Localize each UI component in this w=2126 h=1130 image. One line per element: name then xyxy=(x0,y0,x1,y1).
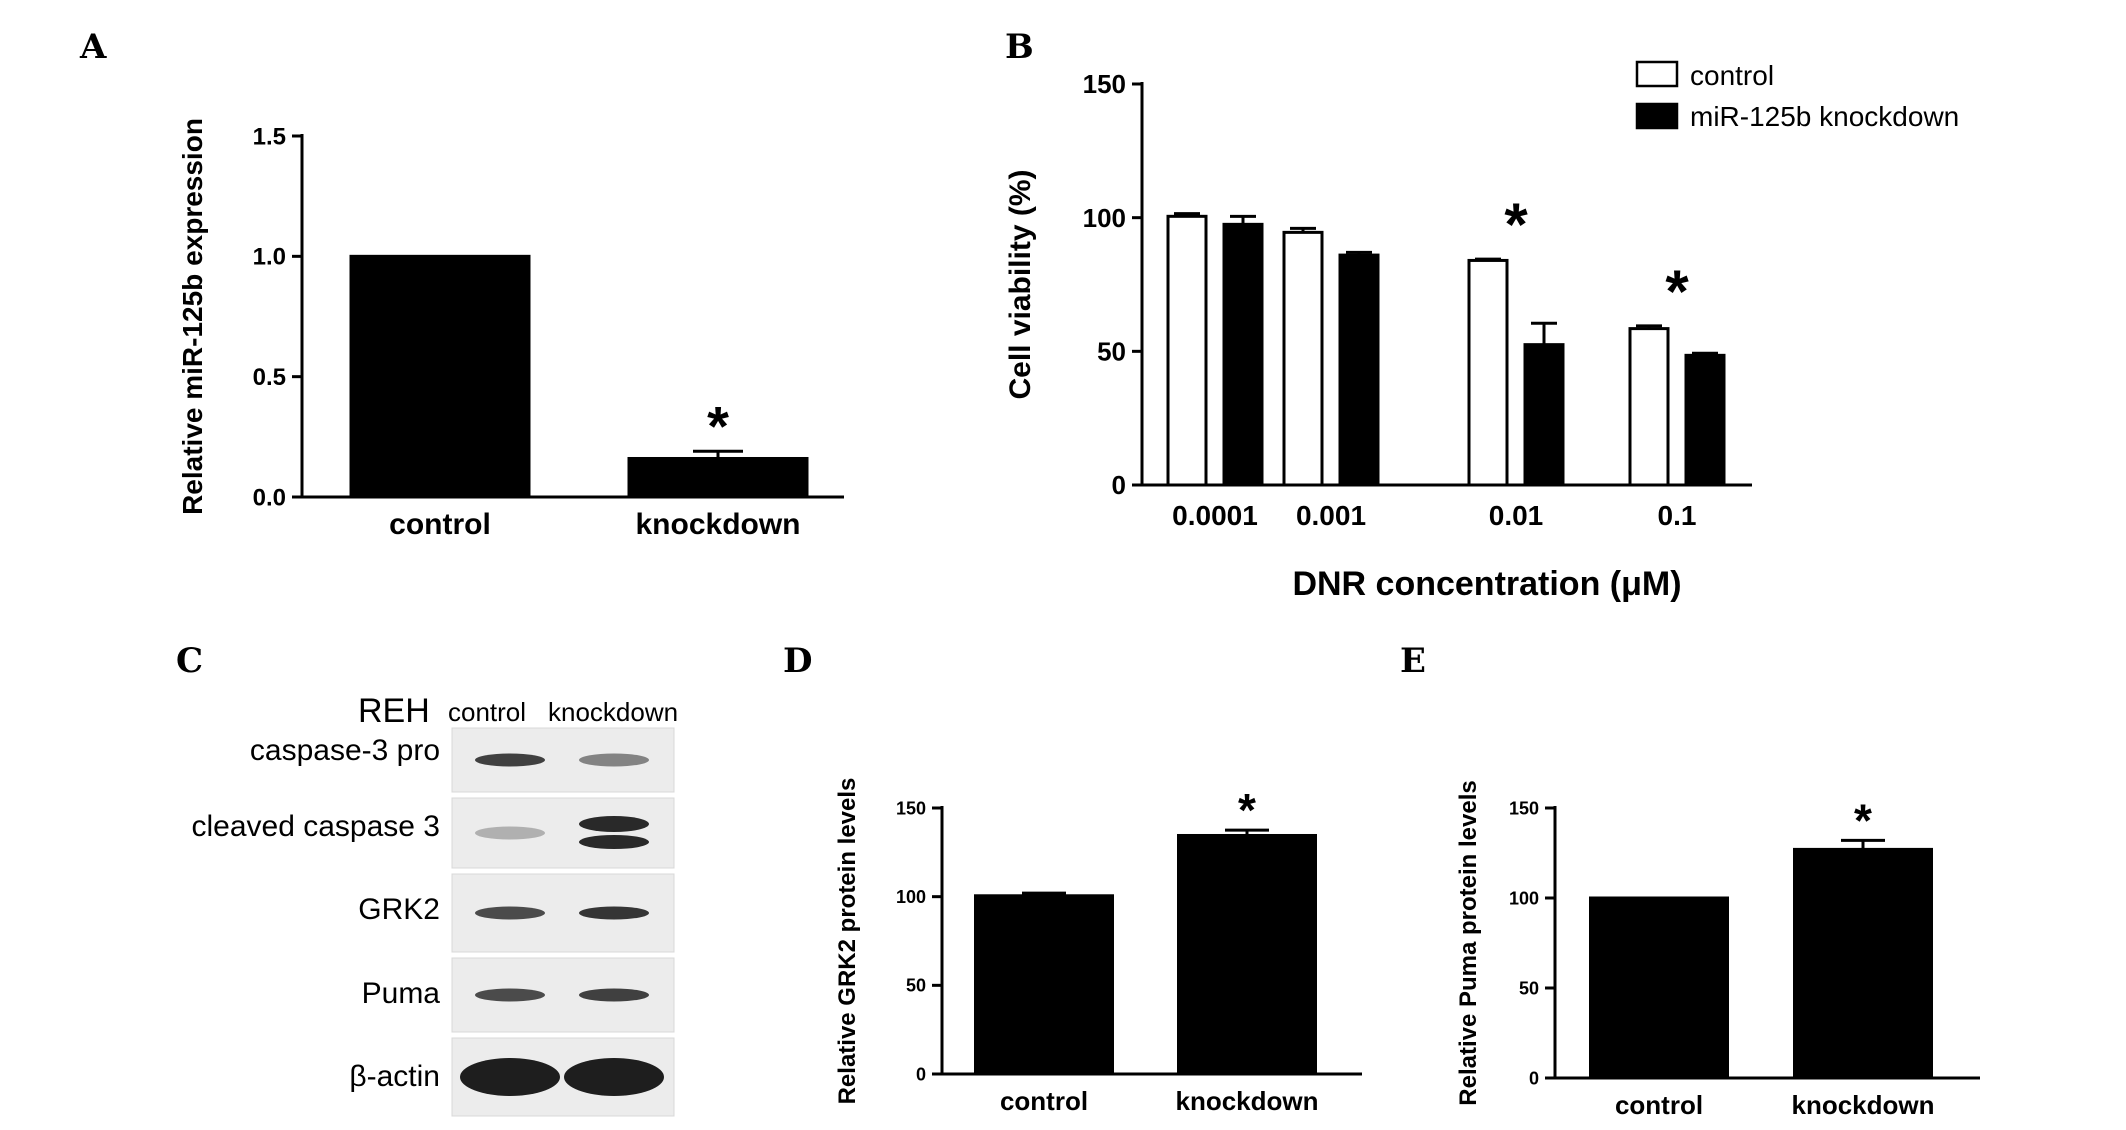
y-axis-label: Relative miR-125b expression xyxy=(177,118,208,515)
panel-letter-a: A xyxy=(79,27,107,67)
blot-cell-line: REH xyxy=(358,692,430,730)
blot-band xyxy=(475,753,545,767)
legend-label-control: control xyxy=(1690,60,1774,91)
x-tick-label: control xyxy=(389,508,491,541)
bar xyxy=(1467,258,1509,487)
blot-row-label: Puma xyxy=(362,977,441,1010)
blot-row-label: β-actin xyxy=(349,1060,440,1093)
y-tick-label: 0 xyxy=(1529,1068,1539,1088)
blot-band xyxy=(579,816,649,832)
significance-marker: * xyxy=(1665,258,1689,325)
bar xyxy=(974,894,1114,1076)
blot-row-label: GRK2 xyxy=(358,893,440,926)
blot-band xyxy=(564,1058,664,1096)
blot-band xyxy=(475,826,545,840)
y-tick-label: 150 xyxy=(1083,69,1126,99)
panel-letter-d: D xyxy=(783,641,812,681)
legend-swatch-knockdown xyxy=(1635,102,1679,130)
chart-d: 0 50 100 150 Relative GRK2 protein levels con… xyxy=(834,778,1362,1116)
significance-marker: * xyxy=(1238,784,1256,836)
blot-lane-label-knockdown: knockdown xyxy=(548,697,678,727)
y-axis-label: Cell viability (%) xyxy=(1004,169,1037,399)
x-tick-label: control xyxy=(1000,1086,1088,1116)
legend-label-knockdown: miR-125b knockdown xyxy=(1690,101,1959,132)
y-tick-label: 0 xyxy=(1112,470,1126,500)
panel-letter-e: E xyxy=(1400,641,1426,681)
chart-e: 0 50 100 150 Relative Puma protein levels con… xyxy=(1455,780,1980,1120)
blot-band xyxy=(579,988,649,1002)
significance-marker: * xyxy=(1504,191,1528,258)
x-tick-label: knockdown xyxy=(635,508,800,541)
significance-marker: * xyxy=(707,394,729,457)
chart-b: 0 50 100 150 Cell viability (%) 0.0001 0.001 0.… xyxy=(1004,69,1752,603)
x-tick-label: 0.1 xyxy=(1658,500,1697,531)
blot-band xyxy=(579,753,649,767)
y-tick-label: 50 xyxy=(1097,336,1126,366)
x-tick-label: 0.0001 xyxy=(1172,500,1258,531)
blot-band xyxy=(579,835,649,849)
y-tick-label: 1.5 xyxy=(253,123,286,150)
x-tick-label: 0.001 xyxy=(1296,500,1366,531)
bar xyxy=(1177,833,1317,1076)
y-axis-label: Relative Puma protein levels xyxy=(1455,780,1482,1105)
western-blot: REH control knockdown caspase-3 pro cleav… xyxy=(192,692,678,1117)
x-tick-label: control xyxy=(1615,1090,1703,1120)
blot-lane-label-control: control xyxy=(448,697,526,727)
legend: control miR-125b knockdown xyxy=(1635,60,1959,132)
y-tick-label: 100 xyxy=(1509,888,1539,908)
x-tick-label: 0.01 xyxy=(1489,500,1544,531)
y-tick-label: 50 xyxy=(1519,978,1539,998)
x-tick-label: knockdown xyxy=(1175,1086,1318,1116)
blot-row-label: caspase-3 pro xyxy=(250,734,440,767)
chart-a: 0.0 0.5 1.0 1.5 Relative miR-125b expression… xyxy=(177,118,844,541)
y-tick-label: 1.0 xyxy=(253,244,286,271)
bar xyxy=(627,456,809,499)
blot-band xyxy=(579,906,649,920)
legend-swatch-control xyxy=(1635,60,1679,88)
bar xyxy=(1222,222,1264,487)
blot-band xyxy=(460,1058,560,1096)
bar xyxy=(1793,847,1933,1080)
y-tick-label: 100 xyxy=(896,887,926,907)
y-tick-label: 0.5 xyxy=(253,364,286,391)
y-tick-label: 0 xyxy=(916,1064,926,1084)
bar xyxy=(1338,253,1380,487)
blot-band xyxy=(475,988,545,1002)
panel-letter-c: C xyxy=(176,641,203,681)
y-tick-label: 150 xyxy=(896,798,926,818)
bar xyxy=(1166,214,1208,487)
y-axis-label: Relative GRK2 protein levels xyxy=(834,778,861,1105)
bar xyxy=(349,254,531,499)
y-tick-label: 50 xyxy=(906,976,926,996)
bar xyxy=(1282,230,1324,487)
y-tick-label: 0.0 xyxy=(253,484,286,511)
blot-row-label: cleaved caspase 3 xyxy=(192,810,441,843)
bar xyxy=(1589,896,1729,1080)
bar xyxy=(1628,327,1670,487)
panel-letter-b: B xyxy=(1005,27,1034,67)
bar xyxy=(1684,353,1726,487)
y-tick-label: 150 xyxy=(1509,798,1539,818)
y-tick-label: 100 xyxy=(1083,203,1126,233)
bar xyxy=(1523,343,1565,487)
blot-band xyxy=(475,906,545,920)
significance-marker: * xyxy=(1854,794,1872,846)
x-tick-label: knockdown xyxy=(1791,1090,1934,1120)
x-axis-label: DNR concentration (μM) xyxy=(1292,565,1681,603)
